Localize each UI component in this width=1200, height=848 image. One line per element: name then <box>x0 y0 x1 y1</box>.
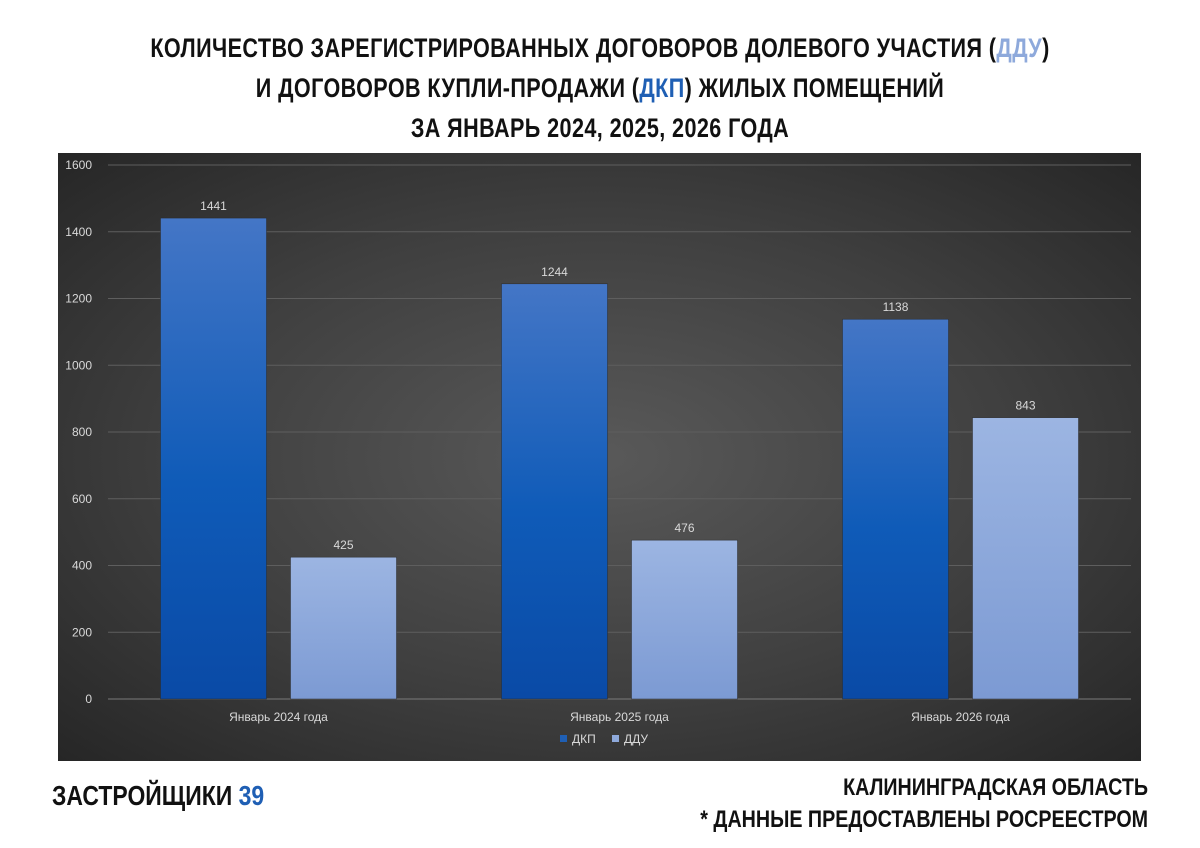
legend-swatch-dkp <box>560 735 567 742</box>
y-tick-label: 1000 <box>65 358 92 372</box>
x-tick-label: Январь 2024 года <box>229 710 328 724</box>
data-label: 1244 <box>541 265 568 279</box>
y-axis: 0 200 400 600 800 1000 1200 1400 1600 <box>65 158 92 706</box>
data-label: 843 <box>1015 399 1035 413</box>
legend-swatch-ddu <box>612 735 619 742</box>
data-label: 425 <box>333 538 353 552</box>
bar-dkp <box>842 318 949 700</box>
legend-label: ДКП <box>572 732 596 746</box>
title-line-1-close: ) <box>1042 33 1050 63</box>
bar-ddu <box>290 556 397 700</box>
bars <box>160 217 1079 700</box>
x-tick-label: Январь 2025 года <box>570 710 669 724</box>
source-note: * ДАННЫЕ ПРЕДОСТАВЛЕНЫ РОСРЕЕСТРОМ <box>700 806 1148 833</box>
title-line-2: И ДОГОВОРОВ КУПЛИ-ПРОДАЖИ (ДКП) ЖИЛЫХ ПО… <box>120 68 1080 108</box>
title-line-1-text: КОЛИЧЕСТВО ЗАРЕГИСТРИРОВАННЫХ ДОГОВОРОВ … <box>150 33 997 63</box>
data-labels: 1441 425 1244 476 1138 843 <box>200 199 1036 552</box>
title-line-2-text: И ДОГОВОРОВ КУПЛИ-ПРОДАЖИ ( <box>255 73 640 103</box>
title-dkp-abbr: ДКП <box>639 73 685 103</box>
title-line-1: КОЛИЧЕСТВО ЗАРЕГИСТРИРОВАННЫХ ДОГОВОРОВ … <box>120 28 1080 68</box>
legend-label: ДДУ <box>624 732 648 746</box>
title-line-3: ЗА ЯНВАРЬ 2024, 2025, 2026 ГОДА <box>410 113 790 143</box>
bar-dkp <box>501 283 608 700</box>
brand-number: 39 <box>238 780 265 811</box>
y-tick-label: 600 <box>72 492 92 506</box>
brand-footer: ЗАСТРОЙЩИКИ 39 <box>52 780 264 812</box>
y-tick-label: 200 <box>72 625 92 639</box>
y-tick-label: 1200 <box>65 292 92 306</box>
brand-text: ЗАСТРОЙЩИКИ <box>52 780 233 811</box>
x-axis: Январь 2024 года Январь 2025 года Январь 2… <box>229 710 1010 724</box>
chart-title: КОЛИЧЕСТВО ЗАРЕГИСТРИРОВАННЫХ ДОГОВОРОВ … <box>120 28 1080 148</box>
data-label: 1138 <box>883 300 909 314</box>
bar-ddu <box>972 417 1079 700</box>
title-ddu-abbr: ДДУ <box>996 33 1043 63</box>
y-tick-label: 1600 <box>65 158 92 172</box>
data-label: 476 <box>674 521 694 535</box>
bar-ddu <box>631 539 738 700</box>
y-tick-label: 0 <box>85 692 92 706</box>
gridlines <box>108 164 1131 700</box>
data-label: 1441 <box>200 199 227 213</box>
bar-dkp <box>160 217 267 700</box>
title-line-2-close: ) ЖИЛЫХ ПОМЕЩЕНИЙ <box>684 73 945 103</box>
chart-panel: 0 200 400 600 800 1000 1200 1400 1600 1441 425 124… <box>58 153 1141 761</box>
legend: ДКП ДДУ <box>560 732 648 746</box>
bar-chart: 0 200 400 600 800 1000 1200 1400 1600 1441 425 124… <box>65 158 1131 746</box>
region-label: КАЛИНИНГРАДСКАЯ ОБЛАСТЬ <box>843 774 1148 801</box>
y-tick-label: 800 <box>72 425 92 439</box>
y-tick-label: 1400 <box>65 225 92 239</box>
x-tick-label: Январь 2026 года <box>911 710 1010 724</box>
source-footer: КАЛИНИНГРАДСКАЯ ОБЛАСТЬ * ДАННЫЕ ПРЕДОСТ… <box>700 772 1148 836</box>
y-tick-label: 400 <box>72 559 92 573</box>
